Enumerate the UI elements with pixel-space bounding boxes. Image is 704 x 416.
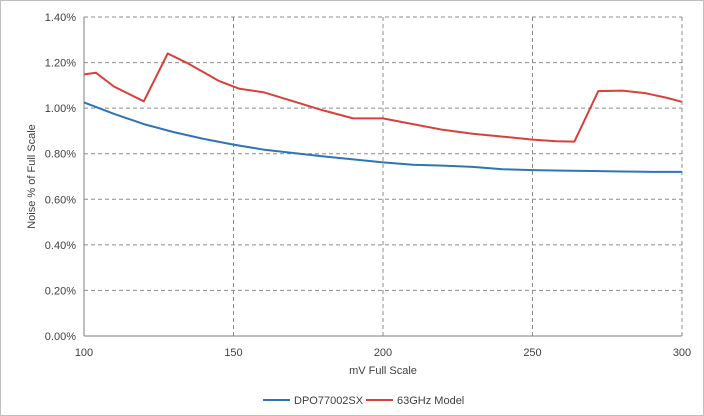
y-tick-label: 1.40%	[45, 12, 76, 24]
y-tick-label: 0.60%	[45, 194, 76, 206]
x-tick-label: 200	[374, 347, 392, 359]
x-tick-label: 300	[673, 347, 691, 359]
series-line-2	[83, 52, 683, 143]
series-line-1	[83, 101, 682, 173]
axes	[83, 17, 682, 337]
x-tick-label: 150	[224, 347, 242, 359]
legend-label: DPO77002SX	[294, 395, 364, 407]
x-tick-label: 250	[523, 347, 541, 359]
y-tick-label: 0.80%	[45, 149, 76, 161]
x-tick-label: 100	[75, 347, 93, 359]
y-axis-title: Noise % of Full Scale	[26, 124, 38, 229]
y-tick-label: 0.40%	[45, 240, 76, 252]
series-lines	[83, 52, 683, 173]
gridlines	[84, 16, 683, 336]
y-tick-label: 0.20%	[45, 285, 76, 297]
y-tick-label: 0.00%	[45, 331, 76, 343]
x-axis-title: mV Full Scale	[349, 365, 417, 377]
tick-labels: 0.00% 0.20% 0.40% 0.60% 0.80% 1.00% 1.20% 1.40%…	[45, 12, 691, 359]
legend-label: 63GHz Model	[397, 395, 464, 407]
y-tick-label: 1.20%	[45, 58, 76, 70]
legend: DPO77002SX 63GHz Model	[263, 395, 464, 407]
y-tick-label: 1.00%	[45, 103, 76, 115]
